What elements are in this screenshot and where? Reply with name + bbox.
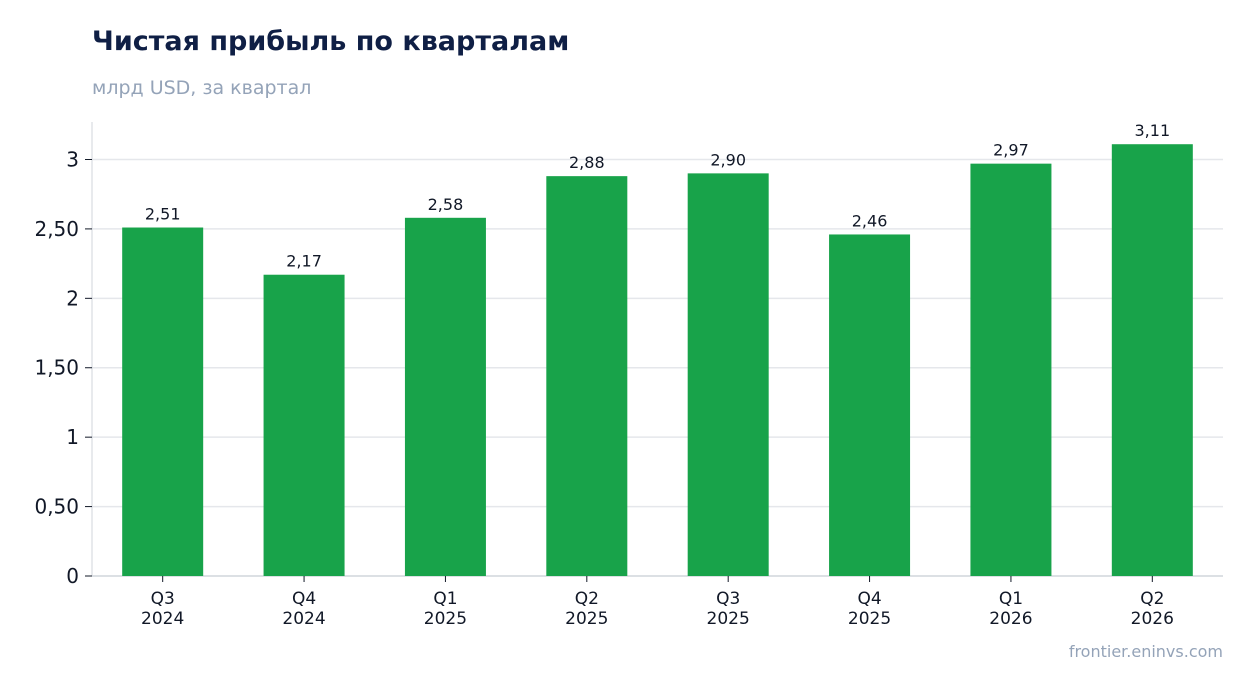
x-tick-label: 2025 bbox=[707, 609, 750, 629]
x-tick-label: Q3 bbox=[716, 589, 740, 609]
y-tick-label: 0 bbox=[66, 564, 79, 588]
bar bbox=[829, 234, 911, 576]
bar bbox=[687, 173, 769, 576]
bar bbox=[970, 163, 1052, 577]
x-tick-label: 2025 bbox=[565, 609, 608, 629]
bar bbox=[404, 217, 486, 577]
value-label: 2,90 bbox=[710, 150, 746, 169]
bar bbox=[122, 227, 204, 576]
bars bbox=[122, 144, 1193, 577]
y-tick-label: 3 bbox=[66, 147, 79, 171]
source-credit: frontier.eninvs.com bbox=[1068, 642, 1223, 661]
y-axis-ticks: 0 0,50 1 1,50 2 2,50 3 bbox=[34, 147, 92, 588]
value-label: 2,58 bbox=[428, 195, 464, 214]
bar bbox=[1111, 144, 1193, 577]
x-tick-label: Q1 bbox=[999, 589, 1023, 609]
axes bbox=[91, 122, 1223, 577]
x-tick-label: Q4 bbox=[292, 589, 316, 609]
x-axis-ticks: Q32024Q42024Q12025Q22025Q32025Q42025Q120… bbox=[141, 576, 1174, 629]
y-tick-label: 1,50 bbox=[34, 356, 79, 380]
value-label: 2,46 bbox=[852, 211, 888, 230]
chart-subtitle: млрд USD, за квартал bbox=[92, 77, 312, 99]
value-label: 2,17 bbox=[286, 252, 322, 271]
x-tick-label: Q2 bbox=[1140, 589, 1164, 609]
x-tick-label: 2025 bbox=[424, 609, 467, 629]
y-tick-label: 1 bbox=[66, 425, 79, 449]
chart-title: Чистая прибыль по кварталам bbox=[92, 26, 570, 57]
value-label: 2,88 bbox=[569, 153, 605, 172]
value-labels: 2,51 2,17 2,58 2,88 2,90 2,46 2,97 3,11 bbox=[145, 121, 1170, 271]
value-label: 2,97 bbox=[993, 141, 1029, 160]
x-tick-label: 2026 bbox=[989, 609, 1032, 629]
x-tick-label: 2025 bbox=[848, 609, 891, 629]
bar bbox=[263, 274, 345, 576]
y-tick-label: 2 bbox=[66, 286, 79, 310]
value-label: 2,51 bbox=[145, 205, 181, 224]
x-tick-label: Q2 bbox=[575, 589, 599, 609]
x-tick-label: Q1 bbox=[433, 589, 457, 609]
grid-lines bbox=[92, 158, 1223, 508]
x-tick-label: Q4 bbox=[857, 589, 881, 609]
y-tick-label: 2,50 bbox=[34, 217, 79, 241]
y-tick-label: 0,50 bbox=[34, 495, 79, 519]
x-tick-label: 2026 bbox=[1131, 609, 1174, 629]
x-tick-label: 2024 bbox=[141, 609, 184, 629]
value-label: 3,11 bbox=[1135, 121, 1171, 140]
x-tick-label: 2024 bbox=[282, 609, 325, 629]
x-tick-label: Q3 bbox=[151, 589, 175, 609]
bar bbox=[546, 176, 628, 576]
